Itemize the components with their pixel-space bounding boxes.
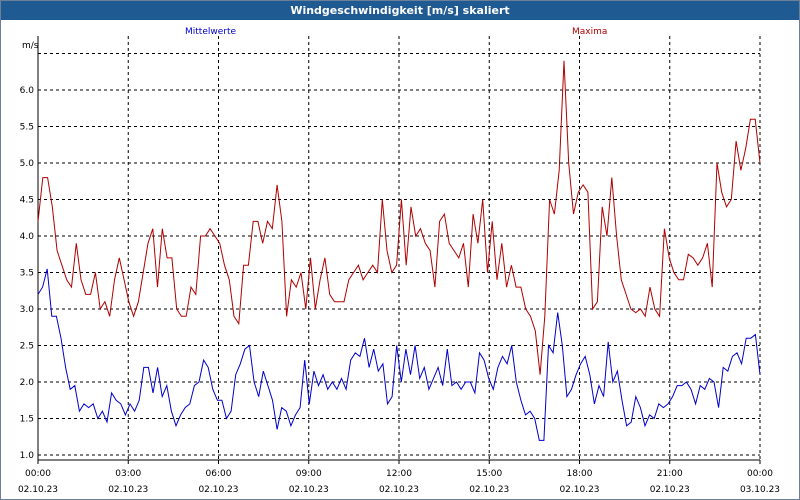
- y-tick-label: 2.0: [20, 378, 35, 388]
- series-line-mittelwerte: [37, 268, 761, 441]
- y-tick-label: 6.0: [20, 86, 35, 96]
- y-tick-label: 1.0: [20, 451, 35, 461]
- x-tick-time: 12:00: [386, 469, 412, 479]
- series-lines: [37, 60, 761, 441]
- y-tick-label: 1.5: [20, 415, 34, 425]
- x-tick-time: 21:00: [657, 469, 683, 479]
- y-tick-label: 5.5: [20, 123, 34, 133]
- y-tick-label: 4.5: [20, 196, 34, 206]
- legend-mittelwerte: Mittelwerte: [185, 27, 236, 37]
- series-line-maxima: [37, 60, 761, 375]
- x-tick-date: 02.10.23: [379, 485, 419, 495]
- x-tick-date: 02.10.23: [289, 485, 329, 495]
- y-axis-label: m/s: [22, 41, 39, 51]
- x-tick-date: 02.10.23: [559, 485, 599, 495]
- x-tick-labels: 00:00 02.10.23 03:00 02.10.23 06:00 02.10.23 0…: [18, 460, 780, 495]
- y-tick-label: 4.0: [20, 232, 35, 242]
- x-tick-date: 02.10.23: [108, 485, 148, 495]
- window-title: Windgeschwindigkeit [m/s] skaliert: [1, 1, 799, 20]
- y-tick-labels: 1.0 1.5 2.0 2.5 3.0 3.5 4.0 4.5 5.0 5.5 6.0: [20, 86, 35, 461]
- x-tick-time: 09:00: [296, 469, 322, 479]
- y-tick-label: 3.0: [20, 305, 35, 315]
- grid: [38, 36, 761, 460]
- y-tick-label: 5.0: [20, 159, 35, 169]
- legend-maxima: Maxima: [572, 27, 607, 37]
- x-tick-time: 00:00: [747, 469, 773, 479]
- x-tick-time: 18:00: [567, 469, 593, 479]
- x-tick-date: 02.10.23: [469, 485, 509, 495]
- y-tick-label: 3.5: [20, 269, 34, 279]
- x-tick-date: 02.10.23: [650, 485, 690, 495]
- x-tick-date: 02.10.23: [18, 485, 58, 495]
- x-tick-date: 02.10.23: [198, 485, 238, 495]
- x-tick-time: 03:00: [115, 469, 141, 479]
- x-tick-time: 00:00: [25, 469, 51, 479]
- x-tick-time: 15:00: [476, 469, 502, 479]
- x-tick-time: 06:00: [206, 469, 232, 479]
- x-tick-date: 03.10.23: [740, 485, 780, 495]
- y-tick-label: 2.5: [20, 342, 34, 352]
